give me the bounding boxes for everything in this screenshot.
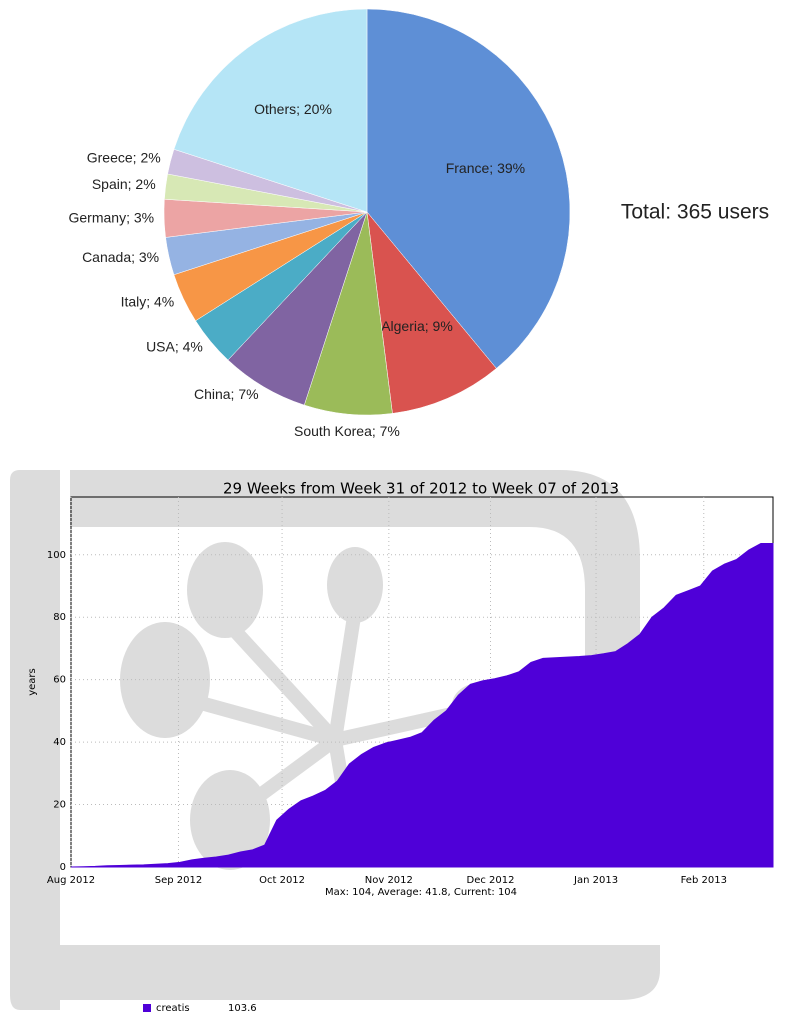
legend-swatch bbox=[143, 1004, 151, 1012]
y-tick-label: 40 bbox=[53, 737, 66, 748]
y-tick-label: 100 bbox=[47, 550, 66, 561]
y-tick-label: 20 bbox=[53, 800, 66, 811]
pie-label: Greece; 2% bbox=[87, 150, 161, 166]
y-axis-label: years bbox=[27, 668, 38, 696]
x-tick-label: Oct 2012 bbox=[259, 875, 305, 886]
y-tick-label: 80 bbox=[53, 612, 66, 623]
x-tick-label: Sep 2012 bbox=[155, 875, 202, 886]
pie-label: Germany; 3% bbox=[69, 209, 155, 225]
y-tick-label: 60 bbox=[53, 675, 66, 686]
caption: Max: 104, Average: 41.8, Current: 104 bbox=[325, 887, 517, 898]
pie-label: Algeria; 9% bbox=[381, 318, 453, 334]
x-tick-label: Nov 2012 bbox=[365, 875, 413, 886]
area-title: 29 Weeks from Week 31 of 2012 to Week 07… bbox=[223, 480, 619, 498]
pie-label: France; 39% bbox=[446, 160, 525, 176]
y-tick-label: 0 bbox=[60, 862, 66, 873]
x-tick-label: Dec 2012 bbox=[467, 875, 515, 886]
legend-value: 103.6 bbox=[228, 1003, 257, 1014]
x-tick-label: Jan 2013 bbox=[573, 875, 618, 886]
pie-label: Spain; 2% bbox=[92, 176, 156, 192]
pie-label: USA; 4% bbox=[146, 338, 203, 354]
x-tick-label: Aug 2012 bbox=[47, 875, 95, 886]
legend-label: creatis bbox=[156, 1003, 190, 1014]
pie-label: Others; 20% bbox=[254, 101, 332, 117]
pie-label: Canada; 3% bbox=[82, 249, 159, 265]
page: Total: 365 users 29 Weeks from Week 31 o… bbox=[0, 0, 785, 1014]
pie-label: South Korea; 7% bbox=[294, 423, 400, 439]
pie-label: Italy; 4% bbox=[121, 293, 175, 309]
pie-label: China; 7% bbox=[194, 386, 259, 402]
total-annotation: Total: 365 users bbox=[621, 201, 769, 224]
x-tick-label: Feb 2013 bbox=[681, 875, 727, 886]
